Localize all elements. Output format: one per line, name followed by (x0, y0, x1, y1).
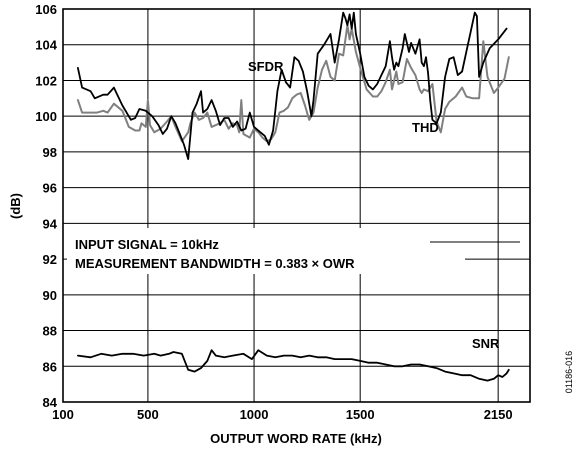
annotation-measurement-bandwidth: MEASUREMENT BANDWIDTH = 0.383 × OWR (75, 256, 355, 271)
x-tick-label-1500: 1500 (346, 407, 375, 422)
y-tick-label-90: 90 (43, 288, 57, 303)
y-tick-label-86: 86 (43, 359, 57, 374)
series-line-thd (76, 24, 510, 143)
y-tick-label-88: 88 (43, 324, 57, 339)
series-label-sfdr: SFDR (248, 59, 284, 74)
x-tick-label-2150: 2150 (484, 407, 513, 422)
series-line-sfdr (77, 11, 508, 160)
grid-lines (63, 9, 530, 402)
tick-labels: 84 86 88 90 92 94 96 98 100 102 104 106 100 500 1000 15… (35, 2, 512, 422)
y-tick-label-84: 84 (43, 395, 58, 410)
series-lines (76, 11, 510, 382)
series-label-thd: THD (412, 120, 439, 135)
y-axis-title: (dB) (8, 193, 23, 219)
series-line-snr (77, 349, 510, 382)
y-tick-label-106: 106 (35, 2, 57, 17)
annotation-input-signal: INPUT SIGNAL = 10kHz (75, 237, 219, 252)
y-tick-label-100: 100 (35, 109, 57, 124)
y-tick-label-104: 104 (35, 38, 57, 53)
x-tick-label-500: 500 (137, 407, 159, 422)
y-tick-label-94: 94 (43, 216, 58, 231)
y-tick-label-102: 102 (35, 73, 57, 88)
plot-frame (62, 8, 531, 403)
x-tick-label-1000: 1000 (240, 407, 269, 422)
figure-id: 01186-016 (564, 351, 574, 393)
x-axis-title: OUTPUT WORD RATE (kHz) (210, 431, 382, 446)
y-tick-label-98: 98 (43, 145, 57, 160)
y-tick-label-92: 92 (43, 252, 57, 267)
y-tick-label-96: 96 (43, 181, 57, 196)
series-label-snr: SNR (472, 336, 500, 351)
annotation-background (67, 228, 465, 274)
x-tick-label-100: 100 (52, 407, 74, 422)
